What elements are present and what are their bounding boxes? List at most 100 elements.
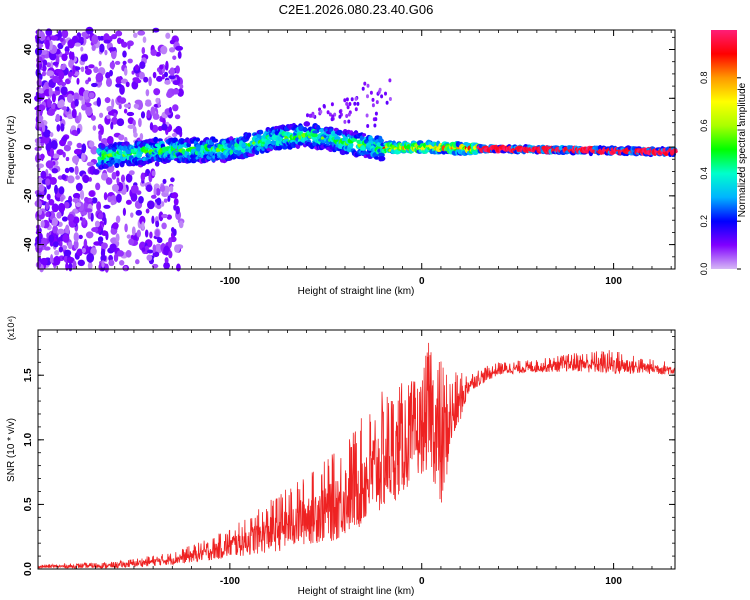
spectrogram-cell: [133, 132, 138, 138]
spectrogram-cell: [169, 47, 176, 53]
spectrogram-cell: [116, 250, 125, 257]
spectrogram-cell: [38, 184, 45, 192]
spectrogram-cell: [211, 138, 219, 143]
spectrogram-cell: [73, 239, 79, 250]
spectrogram-cell: [348, 142, 354, 148]
spectrogram-cell: [326, 110, 330, 115]
spectrogram-cell: [119, 97, 127, 104]
spectrogram-cell: [144, 100, 152, 107]
spectrogram-cell: [76, 77, 80, 85]
spectrogram-cell: [75, 175, 80, 180]
spectrogram-cell: [319, 109, 323, 114]
spectrogram-cell: [125, 173, 133, 183]
spectrogram-cell: [48, 198, 55, 206]
spectrogram-cell: [100, 254, 107, 262]
spectrogram-cell: [122, 60, 127, 65]
x-tick-label: 100: [605, 576, 622, 587]
spectrogram-cell: [384, 91, 387, 96]
y-tick-label: 0.0: [23, 562, 34, 576]
spectrogram-cell: [107, 110, 115, 116]
x-tick-label: 0: [419, 276, 425, 287]
spectrogram-cell: [139, 71, 145, 80]
spectrogram-cell: [356, 101, 360, 106]
spectrogram-cell: [78, 36, 84, 43]
spectrogram-cell: [45, 39, 50, 49]
spectrogram-cell: [42, 129, 51, 138]
spectrogram-cell: [241, 142, 246, 148]
spectrogram-cell: [106, 135, 114, 145]
spectrogram-cell: [67, 241, 73, 250]
snr-x-axis: -100 0 100: [56, 330, 672, 587]
spectrogram-cell: [148, 76, 152, 87]
spectrogram-cell: [97, 236, 104, 243]
spectrogram-cell: [157, 138, 163, 142]
spectrogram-cell: [168, 74, 176, 80]
spectrogram-cell: [154, 161, 160, 167]
spectrogram-cell: [45, 211, 50, 217]
spectrogram-cell: [126, 234, 131, 239]
y-tick-label: 0.5: [23, 497, 34, 511]
spectrogram-cell: [90, 212, 94, 222]
spectrogram-cell: [164, 257, 169, 264]
spectrogram-cell: [347, 119, 351, 124]
spectrogram-cell: [67, 39, 75, 49]
spectrogram-cell: [40, 257, 48, 266]
spectrogram-cell: [175, 65, 180, 74]
spectrogram-cell: [118, 260, 125, 266]
spectrogram-cell: [74, 42, 81, 47]
spectrogram-cell: [164, 79, 171, 85]
spectrogram-panel: -100 0 100 -40 -20 0 20 40 Height of straight …: [6, 26, 678, 297]
spectrogram-cell: [179, 84, 184, 89]
spectrogram-cell: [141, 247, 146, 252]
spectrogram-cell: [366, 124, 370, 128]
spectrogram-cell: [156, 75, 163, 82]
spectrogram-cell: [155, 220, 160, 228]
spectrogram-cell: [90, 145, 98, 155]
spectrogram-cell: [161, 123, 168, 131]
spectrogram-cell: [177, 88, 184, 97]
spectrogram-cell: [195, 137, 201, 142]
spectrogram-cell: [51, 168, 59, 174]
spectrogram-cell: [76, 248, 83, 257]
spectrogram-cell: [81, 247, 86, 254]
spectrogram-cell: [63, 144, 71, 152]
spectrogram-cell: [48, 87, 53, 97]
spectrogram-x-label: Height of straight line (km): [298, 286, 415, 297]
spectrogram-cell: [42, 59, 48, 66]
spectrogram-cell: [159, 64, 164, 70]
spectrogram-cell: [145, 208, 150, 214]
spectrogram-cell: [100, 125, 104, 136]
spectrogram-cell: [40, 220, 45, 228]
colorbar-tick-label: 0.8: [699, 72, 709, 85]
spectrogram-frame: [37, 29, 676, 270]
spectrogram-cell: [92, 169, 100, 175]
spectrogram-cell: [100, 143, 106, 149]
spectrogram-cell: [156, 204, 162, 210]
spectrogram-cell: [60, 64, 66, 71]
spectrogram-cell: [120, 174, 126, 183]
spectrogram-cell: [46, 62, 51, 68]
spectrogram-cell: [84, 102, 92, 108]
spectrogram-cell: [120, 78, 128, 84]
spectrogram-cell: [110, 49, 117, 60]
spectrogram-cell: [104, 263, 109, 273]
spectrogram-cell: [101, 242, 108, 250]
spectrogram-cell: [150, 49, 157, 56]
spectrogram-cell: [56, 124, 61, 132]
spectrogram-cell: [51, 217, 58, 227]
spectrogram-cell: [165, 32, 171, 39]
spectrogram-cell: [363, 81, 367, 86]
spectrogram-cell: [68, 59, 74, 68]
spectrogram-cell: [108, 47, 117, 52]
spectrogram-cell: [52, 61, 59, 66]
spectrogram-cell: [371, 97, 375, 102]
spectrogram-cell: [90, 247, 97, 256]
spectrogram-cell: [49, 132, 54, 138]
y-tick-label: -40: [23, 237, 34, 252]
spectrogram-cell: [63, 249, 72, 257]
spectrogram-cell: [378, 138, 384, 143]
spectrogram-cell: [36, 120, 45, 128]
colorbar-gradient: [711, 30, 737, 269]
spectrogram-cell: [73, 71, 80, 76]
